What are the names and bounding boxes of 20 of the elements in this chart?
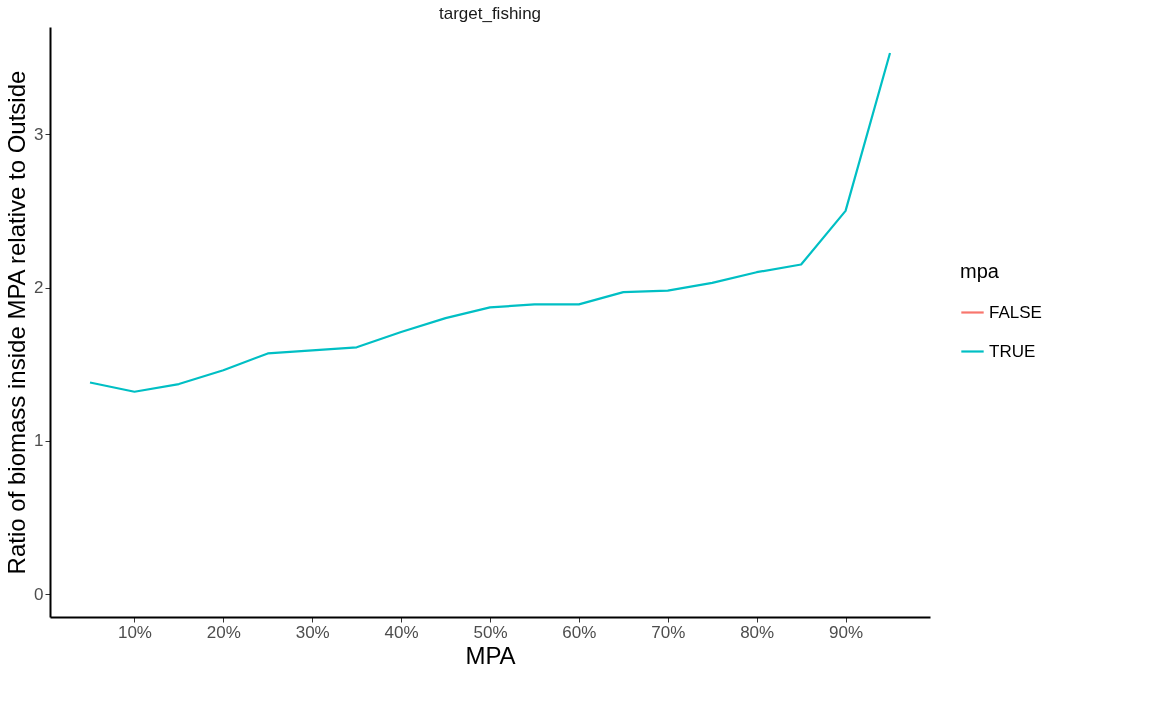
y-axis-title: Ratio of biomass inside MPA relative to Outside	[3, 70, 31, 575]
legend-label: TRUE	[989, 341, 1036, 361]
x-tick-label: 10%	[117, 622, 152, 642]
x-tick-label: 20%	[206, 622, 241, 642]
x-tick-label: 50%	[473, 622, 508, 642]
legend-title: mpa	[960, 260, 1000, 282]
y-tick-label: 0	[34, 584, 44, 604]
x-tick-label: 70%	[651, 622, 686, 642]
x-axis-title: MPA	[465, 641, 516, 669]
x-tick-label: 40%	[384, 622, 419, 642]
x-tick-label: 30%	[295, 622, 330, 642]
y-tick-label: 1	[34, 431, 44, 451]
y-tick-label: 2	[34, 278, 44, 298]
chart-title: target_fishing	[438, 4, 542, 23]
x-tick-label: 60%	[562, 622, 597, 642]
x-tick-label: 90%	[829, 622, 864, 642]
line-series	[88, 51, 892, 393]
x-tick-label: 80%	[740, 622, 775, 642]
y-tick-label: 3	[34, 124, 44, 144]
legend-label: FALSE	[989, 302, 1042, 322]
